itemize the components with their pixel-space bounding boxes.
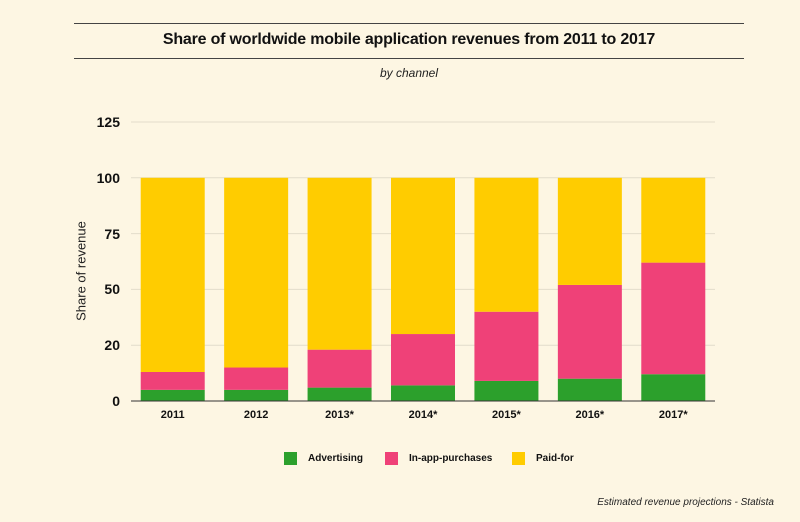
y-tick-label: 125 (96, 114, 120, 130)
bar-segment-paid-for (307, 177, 372, 350)
bar-segment-in-app-purchases (307, 349, 372, 388)
title-rule (74, 58, 744, 59)
bar-segment-paid-for (391, 177, 455, 335)
x-tick-label: 2016* (575, 409, 605, 421)
x-tick-label: 2012 (243, 409, 269, 421)
source-note: Estimated revenue projections - Statista (597, 497, 774, 508)
bar-segment-in-app-purchases (474, 311, 539, 381)
legend-label-paid-for: Paid-for (536, 453, 574, 464)
bar-segment-in-app-purchases (224, 367, 289, 390)
legend-swatch-advertising (284, 452, 297, 465)
bar-segment-in-app-purchases (557, 284, 622, 379)
legend-label-in-app-purchases: In-app-purchases (409, 453, 493, 464)
x-tick-label: 2013* (325, 409, 354, 421)
bar-segment-in-app-purchases (391, 334, 455, 386)
legend-label-advertising: Advertising (308, 453, 364, 464)
bar-segment-paid-for (140, 177, 205, 372)
legend-item-advertising[interactable]: Advertising (284, 452, 363, 465)
bar-segment-paid-for (224, 177, 289, 368)
y-tick-label: 75 (104, 225, 120, 242)
bar-segment-advertising (224, 389, 289, 401)
bar-segment-advertising (557, 378, 622, 401)
chart-title: Share of worldwide mobile application re… (162, 31, 656, 48)
bar-segment-paid-for (474, 177, 539, 312)
bar-segment-in-app-purchases (140, 371, 205, 390)
bar-segment-advertising (641, 374, 706, 401)
bar-segment-advertising (307, 387, 372, 401)
y-tick-label: 0 (112, 393, 120, 409)
bar-segment-advertising (140, 389, 205, 401)
chart-subtitle: by channel (379, 66, 439, 80)
legend-swatch-in-app-purchases (385, 452, 398, 465)
top-rule (74, 23, 744, 24)
x-tick-label: 2014* (408, 409, 438, 421)
x-tick-label: 2015* (492, 409, 521, 421)
bar-segment-in-app-purchases (641, 262, 706, 375)
y-tick-label: 20 (104, 337, 120, 354)
x-tick-label: 2017* (658, 409, 688, 421)
legend-swatch-paid-for (512, 452, 525, 465)
y-tick-label: 100 (96, 169, 120, 186)
bar-segment-advertising (391, 385, 455, 401)
bar-segment-paid-for (641, 177, 706, 263)
bar-segment-paid-for (557, 177, 622, 285)
legend: Advertising In-app-purchases Paid-for (0, 452, 800, 466)
legend-item-paid-for[interactable]: Paid-for (512, 452, 574, 465)
legend-item-in-app-purchases[interactable]: In-app-purchases (385, 452, 492, 465)
bar-segment-advertising (474, 380, 539, 401)
y-tick-label: 50 (104, 281, 120, 298)
x-tick-label: 2011 (160, 409, 185, 421)
